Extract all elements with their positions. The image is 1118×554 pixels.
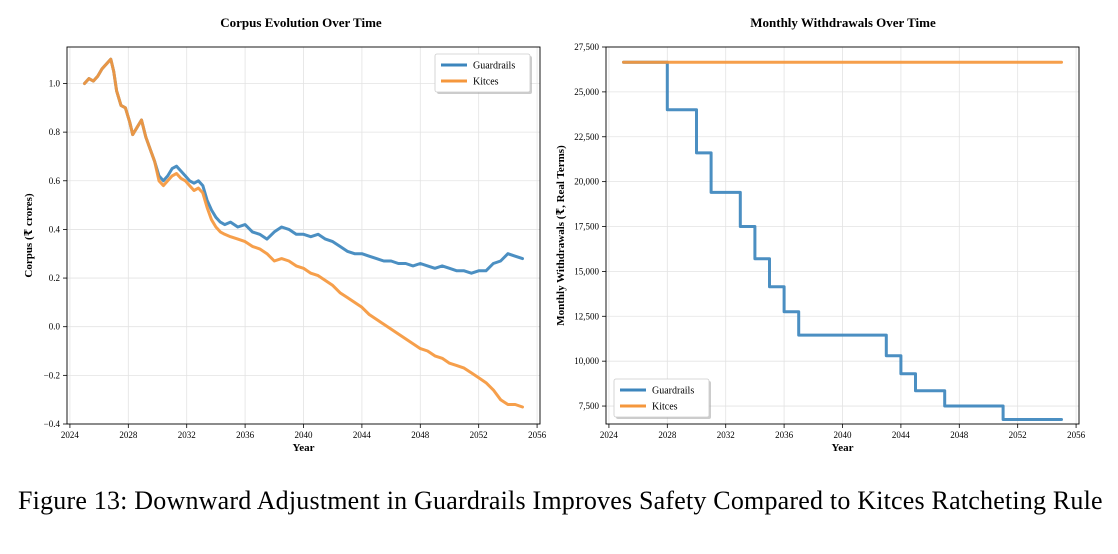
plot-frame: [605, 46, 1080, 425]
monthly-withdrawals-chart: 2024 2028 2032 2036 2040 2044 2048 2052 2056 7,50…: [555, 15, 1086, 454]
plot-frame: [66, 46, 541, 425]
y-tick-label: −0.4: [44, 419, 61, 429]
figure: 2024 2028 2032 2036 2040 2044 2048 2052 2056 −0.4…: [23, 15, 1086, 454]
y-tick-label: 0.6: [49, 176, 61, 186]
y-tick-label: 1.0: [49, 78, 61, 88]
y-tick-label: 0.0: [49, 322, 61, 332]
legend-label-kitces: Kitces: [652, 402, 678, 413]
chart-title: Corpus Evolution Over Time: [220, 15, 382, 30]
x-tick-label: 2048: [950, 430, 969, 440]
y-tick-label: 22,500: [574, 132, 599, 142]
y-axis-label: Corpus (₹ crores): [23, 193, 35, 278]
x-tick-label: 2056: [528, 430, 547, 440]
y-tick-label: −0.2: [44, 370, 60, 380]
x-tick-label: 2052: [470, 430, 488, 440]
y-tick-label: 0.8: [49, 127, 61, 137]
x-tick-label: 2056: [1067, 430, 1086, 440]
chart-title: Monthly Withdrawals Over Time: [750, 15, 936, 30]
x-tick-label: 2028: [119, 430, 138, 440]
y-tick-label: 27,500: [574, 42, 599, 52]
series-line-guardrails: [622, 60, 1063, 421]
x-tick-label: 2036: [775, 430, 794, 440]
x-tick-label: 2040: [295, 430, 314, 440]
legend-label-kitces: Kitces: [473, 77, 499, 88]
y-tick-label: 25,000: [574, 87, 599, 97]
y-tick-label: 17,500: [574, 222, 599, 232]
y-tick-label: 0.4: [49, 224, 61, 234]
corpus-evolution-chart: 2024 2028 2032 2036 2040 2044 2048 2052 2056 −0.4…: [23, 15, 547, 454]
series-line-kitces: [83, 57, 524, 409]
legend-label-guardrails: Guardrails: [652, 386, 694, 397]
x-axis-label: Year: [832, 442, 854, 454]
x-tick-label: 2028: [658, 430, 677, 440]
x-axis-label: Year: [293, 442, 315, 454]
x-tick-label: 2040: [834, 430, 853, 440]
x-tick-label: 2052: [1009, 430, 1027, 440]
x-tick-label: 2048: [411, 430, 430, 440]
y-tick-label: 12,500: [574, 311, 599, 321]
y-tick-label: 7,500: [579, 401, 600, 411]
y-axis-label: Monthly Withdrawals (₹, Real Terms): [555, 145, 567, 326]
x-tick-label: 2024: [61, 430, 80, 440]
y-tick-label: 0.2: [49, 273, 60, 283]
x-tick-label: 2032: [717, 430, 735, 440]
x-tick-label: 2024: [600, 430, 619, 440]
figure-caption: Figure 13: Downward Adjustment in Guardr…: [18, 486, 1103, 515]
y-tick-label: 15,000: [574, 266, 599, 276]
y-tick-label: 10,000: [574, 356, 599, 366]
x-tick-label: 2036: [236, 430, 255, 440]
x-tick-label: 2032: [178, 430, 196, 440]
x-tick-label: 2044: [892, 430, 911, 440]
legend-label-guardrails: Guardrails: [473, 61, 515, 72]
y-tick-label: 20,000: [574, 177, 599, 187]
x-tick-label: 2044: [353, 430, 372, 440]
